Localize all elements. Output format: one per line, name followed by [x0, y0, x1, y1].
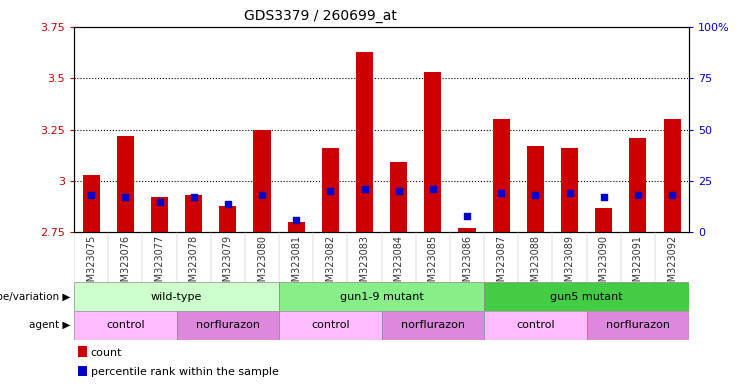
Bar: [185, 195, 202, 232]
Point: [393, 188, 405, 194]
Text: norflurazon: norflurazon: [606, 320, 670, 331]
Bar: [493, 119, 510, 232]
Bar: [219, 205, 236, 232]
Point: [119, 194, 131, 200]
Bar: [74, 311, 176, 340]
Text: genotype/variation ▶: genotype/variation ▶: [0, 291, 70, 302]
Text: control: control: [311, 320, 350, 331]
Point: [187, 194, 199, 200]
Bar: [484, 311, 587, 340]
Point: [290, 217, 302, 223]
Text: GSM323092: GSM323092: [667, 235, 677, 294]
Bar: [425, 72, 442, 232]
Text: control: control: [516, 320, 555, 331]
Bar: [587, 311, 689, 340]
Bar: [663, 119, 680, 232]
Bar: [78, 366, 87, 376]
Text: GSM323078: GSM323078: [189, 235, 199, 294]
Text: GSM323081: GSM323081: [291, 235, 301, 294]
Bar: [117, 136, 134, 232]
Text: GSM323086: GSM323086: [462, 235, 472, 294]
Bar: [595, 208, 612, 232]
Text: GSM323075: GSM323075: [86, 235, 96, 294]
Text: wild-type: wild-type: [151, 291, 202, 302]
Text: gun1-9 mutant: gun1-9 mutant: [339, 291, 424, 302]
Bar: [288, 222, 305, 232]
Text: GSM323089: GSM323089: [565, 235, 574, 294]
Bar: [322, 148, 339, 232]
Text: GSM323080: GSM323080: [257, 235, 267, 294]
Point: [564, 190, 576, 196]
Text: count: count: [90, 348, 122, 358]
Point: [85, 192, 97, 199]
Bar: [83, 175, 100, 232]
Text: GSM323083: GSM323083: [359, 235, 370, 294]
Bar: [78, 346, 87, 357]
Text: gun5 mutant: gun5 mutant: [551, 291, 623, 302]
Text: control: control: [106, 320, 144, 331]
Point: [598, 194, 610, 200]
Point: [632, 192, 644, 199]
Text: GSM323087: GSM323087: [496, 235, 506, 294]
Bar: [356, 51, 373, 232]
Bar: [279, 311, 382, 340]
Bar: [391, 162, 408, 232]
Bar: [561, 148, 578, 232]
Text: GSM323085: GSM323085: [428, 235, 438, 294]
Point: [427, 186, 439, 192]
Bar: [176, 311, 279, 340]
Text: GSM323091: GSM323091: [633, 235, 643, 294]
Point: [666, 192, 678, 199]
Bar: [253, 130, 270, 232]
Text: GSM323084: GSM323084: [393, 235, 404, 294]
Point: [222, 200, 234, 207]
Text: norflurazon: norflurazon: [401, 320, 465, 331]
Bar: [74, 282, 279, 311]
Bar: [459, 228, 476, 232]
Text: GSM323076: GSM323076: [120, 235, 130, 294]
Text: percentile rank within the sample: percentile rank within the sample: [90, 367, 279, 377]
Text: norflurazon: norflurazon: [196, 320, 260, 331]
Point: [325, 188, 336, 194]
Point: [529, 192, 541, 199]
Bar: [151, 197, 168, 232]
Point: [359, 186, 370, 192]
Bar: [382, 311, 484, 340]
Text: agent ▶: agent ▶: [29, 320, 70, 331]
Text: GSM323082: GSM323082: [325, 235, 336, 294]
Point: [153, 199, 165, 205]
Bar: [279, 282, 484, 311]
Point: [256, 192, 268, 199]
Bar: [484, 282, 689, 311]
Text: GSM323090: GSM323090: [599, 235, 608, 294]
Text: GSM323088: GSM323088: [531, 235, 540, 294]
Title: GDS3379 / 260699_at: GDS3379 / 260699_at: [244, 9, 396, 23]
Bar: [629, 138, 646, 232]
Bar: [527, 146, 544, 232]
Text: GSM323077: GSM323077: [155, 235, 165, 294]
Point: [495, 190, 507, 196]
Point: [461, 213, 473, 219]
Text: GSM323079: GSM323079: [223, 235, 233, 294]
